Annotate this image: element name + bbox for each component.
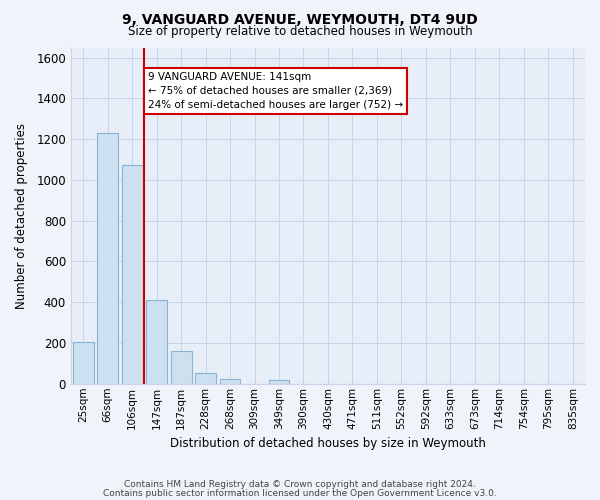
- Text: Contains HM Land Registry data © Crown copyright and database right 2024.: Contains HM Land Registry data © Crown c…: [124, 480, 476, 489]
- Bar: [170, 351, 191, 384]
- Text: 9 VANGUARD AVENUE: 141sqm
← 75% of detached houses are smaller (2,369)
24% of se: 9 VANGUARD AVENUE: 141sqm ← 75% of detac…: [148, 72, 403, 110]
- Bar: [195, 372, 216, 384]
- Y-axis label: Number of detached properties: Number of detached properties: [15, 122, 28, 308]
- Bar: [146, 300, 167, 384]
- Text: Contains public sector information licensed under the Open Government Licence v3: Contains public sector information licen…: [103, 488, 497, 498]
- Text: 9, VANGUARD AVENUE, WEYMOUTH, DT4 9UD: 9, VANGUARD AVENUE, WEYMOUTH, DT4 9UD: [122, 12, 478, 26]
- Bar: [220, 378, 241, 384]
- Bar: [73, 342, 94, 384]
- Text: Size of property relative to detached houses in Weymouth: Size of property relative to detached ho…: [128, 25, 472, 38]
- Bar: [269, 380, 289, 384]
- Bar: [97, 133, 118, 384]
- Bar: [122, 164, 143, 384]
- X-axis label: Distribution of detached houses by size in Weymouth: Distribution of detached houses by size …: [170, 437, 486, 450]
